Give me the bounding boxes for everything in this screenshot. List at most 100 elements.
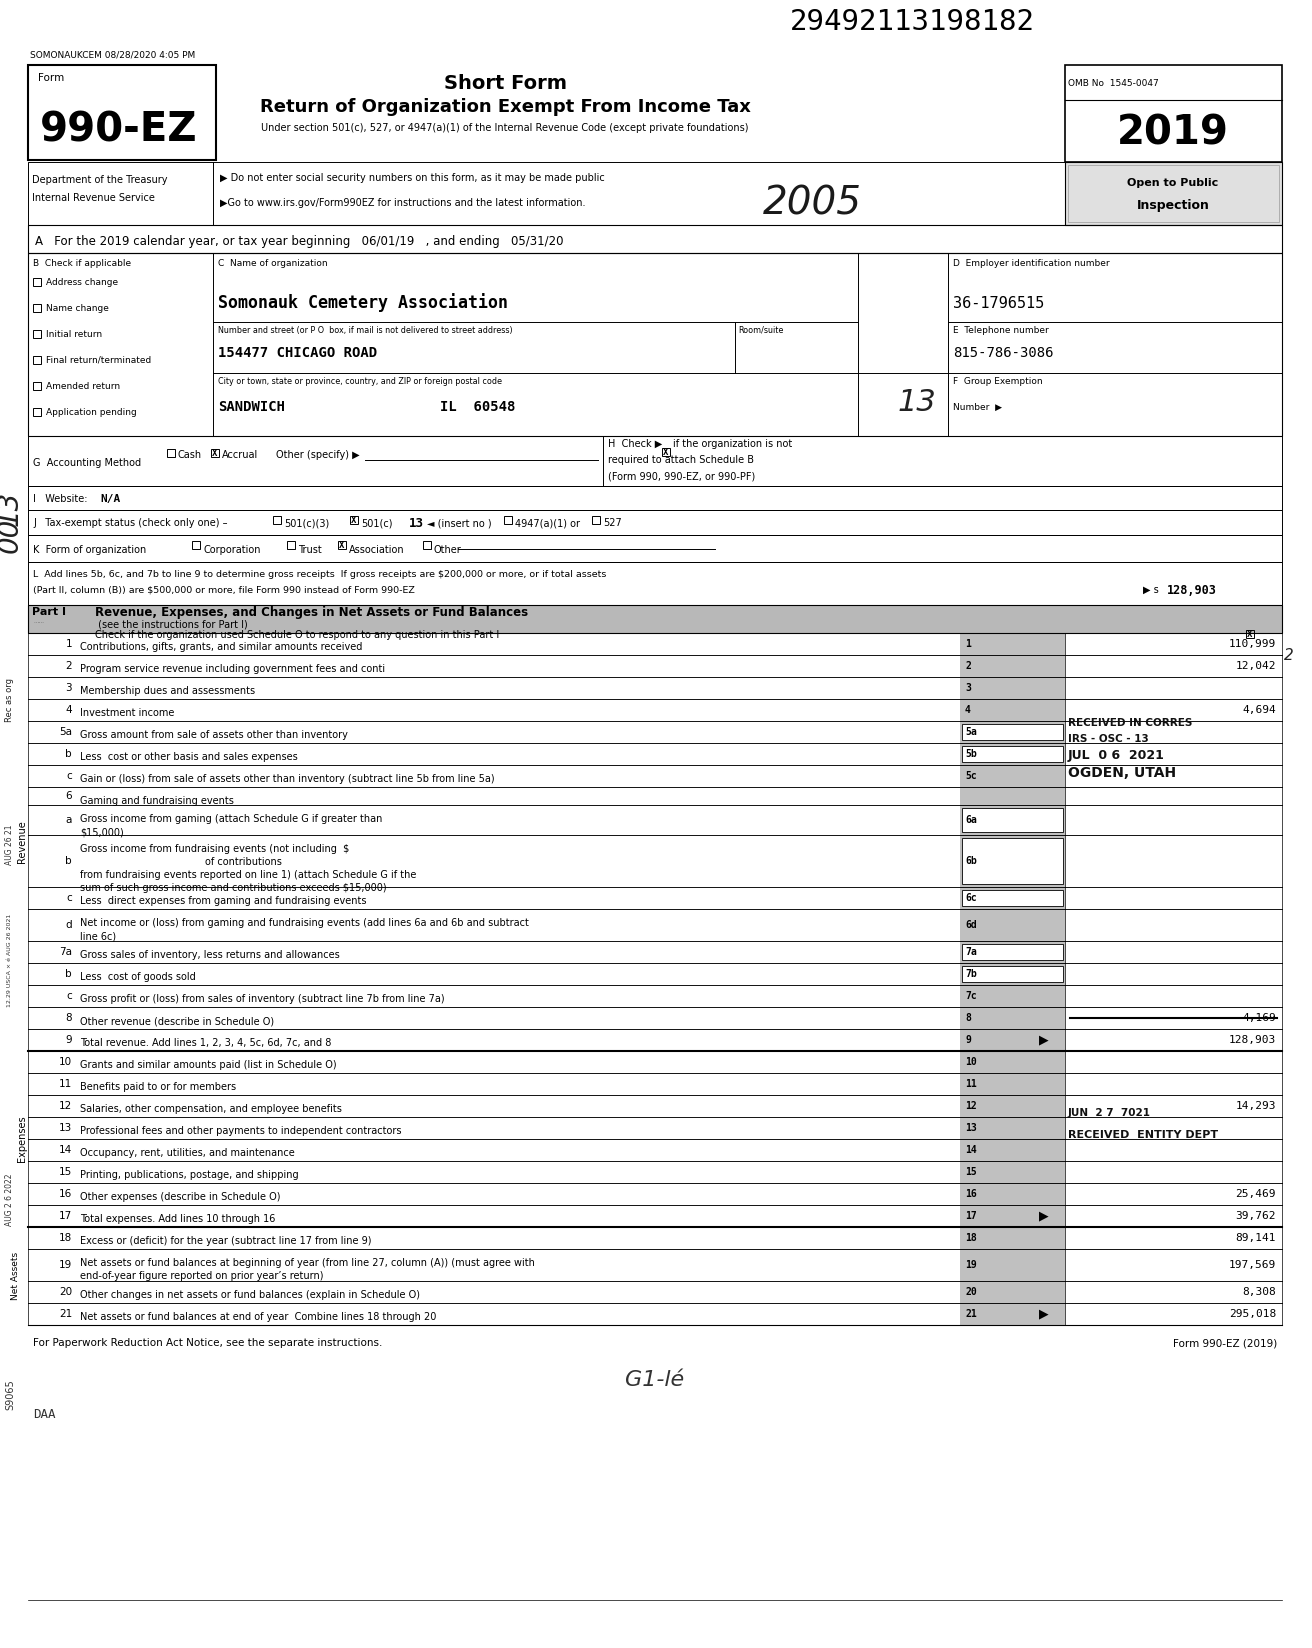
Text: 15: 15 [59,1167,72,1177]
Text: 10: 10 [59,1056,72,1066]
Bar [33,279,41,287]
Bar [962,966,1063,982]
Text: Application pending: Application pending [46,407,136,417]
Text: ▶ s: ▶ s [1143,585,1158,595]
Bar [960,962,1065,986]
Text: 815-786-3086: 815-786-3086 [953,346,1054,359]
Text: 00: 00 [0,517,24,552]
Text: 20: 20 [966,1287,976,1297]
Text: OGDEN, UTAH: OGDEN, UTAH [1068,766,1176,780]
Text: Revenue: Revenue [17,821,28,864]
Text: 2: 2 [66,661,72,671]
Text: Corporation: Corporation [203,545,261,555]
Text: Rec as org: Rec as org [5,677,14,722]
Text: D  Employer identification number: D Employer identification number [953,259,1110,267]
Text: 6d: 6d [966,920,976,929]
Text: Net assets or fund balances at end of year  Combine lines 18 through 20: Net assets or fund balances at end of ye… [80,1312,437,1322]
Text: Contributions, gifts, grants, and similar amounts received: Contributions, gifts, grants, and simila… [80,643,362,653]
Bar [960,804,1065,836]
Bar [28,486,1282,509]
Text: G1-lé: G1-lé [626,1369,685,1389]
Text: IL  60548: IL 60548 [440,400,516,414]
Bar [960,1280,1065,1304]
Text: 9: 9 [966,1035,971,1045]
Text: L  Add lines 5b, 6c, and 7b to line 9 to determine gross receipts  If gross rece: L Add lines 5b, 6c, and 7b to line 9 to … [33,570,606,578]
Text: Amended return: Amended return [46,381,121,391]
Text: of contributions: of contributions [80,857,282,867]
Bar [960,1304,1065,1325]
Text: H  Check ▶: H Check ▶ [607,438,663,448]
Text: 4: 4 [966,705,971,715]
Text: 4: 4 [66,705,72,715]
Text: 21: 21 [966,1309,976,1318]
Text: Program service revenue including government fees and conti: Program service revenue including govern… [80,664,386,674]
Text: 5c: 5c [966,771,976,781]
Text: 7a: 7a [966,948,976,957]
Text: E  Telephone number: E Telephone number [953,326,1048,335]
Text: 2: 2 [966,661,971,671]
Bar [192,541,199,549]
Bar [33,330,41,338]
Bar [33,382,41,391]
Bar [1246,630,1254,638]
Bar [33,409,41,415]
Text: 13: 13 [966,1122,976,1134]
Text: ……: …… [33,618,45,623]
Bar [960,1094,1065,1117]
Text: X: X [352,516,357,524]
Text: Cash: Cash [178,450,202,460]
Text: Investment income: Investment income [80,709,174,719]
Bar [960,654,1065,677]
Bar [962,723,1063,740]
Text: Somonauk Cemetery Association: Somonauk Cemetery Association [218,293,508,313]
Text: 128,903: 128,903 [1166,583,1216,597]
Bar [28,509,1282,536]
Text: 12: 12 [59,1101,72,1111]
Text: 13: 13 [0,491,24,526]
Text: Internal Revenue Service: Internal Revenue Service [31,193,155,203]
Text: (see the instructions for Part I): (see the instructions for Part I) [94,620,248,630]
Text: I   Website:: I Website: [33,494,88,504]
Text: Revenue, Expenses, and Changes in Net Assets or Fund Balances: Revenue, Expenses, and Changes in Net As… [94,605,529,618]
Text: RECEIVED IN CORRES: RECEIVED IN CORRES [1068,719,1193,728]
Bar [28,226,1282,254]
Text: Professional fees and other payments to independent contractors: Professional fees and other payments to … [80,1126,401,1135]
Bar [960,1073,1065,1094]
Text: Expenses: Expenses [17,1116,28,1162]
Text: 21: 21 [59,1309,72,1318]
Bar [28,437,1282,486]
Text: Name change: Name change [46,303,109,313]
Text: Other (specify) ▶: Other (specify) ▶ [276,450,359,460]
Text: Room/suite: Room/suite [737,326,783,335]
Text: c: c [66,771,72,781]
Bar [960,887,1065,910]
Text: C  Name of organization: C Name of organization [218,259,328,267]
Text: 110,999: 110,999 [1229,639,1277,649]
Text: 29492113198182: 29492113198182 [790,8,1035,36]
Text: (Form 990, 990-EZ, or 990-PF): (Form 990, 990-EZ, or 990-PF) [607,471,756,481]
Text: 13: 13 [59,1122,72,1134]
Bar [960,986,1065,1007]
Text: For Paperwork Reduction Act Notice, see the separate instructions.: For Paperwork Reduction Act Notice, see … [33,1338,382,1348]
Text: Less  direct expenses from gaming and fundraising events: Less direct expenses from gaming and fun… [80,897,366,906]
Text: 6a: 6a [966,816,976,826]
Bar [960,677,1065,699]
Text: 7a: 7a [59,948,72,957]
Text: Total expenses. Add lines 10 through 16: Total expenses. Add lines 10 through 16 [80,1215,276,1224]
Text: 2019: 2019 [1117,114,1229,153]
Text: c: c [66,893,72,903]
Bar [211,448,219,456]
Text: 89,141: 89,141 [1236,1233,1277,1243]
Text: Other revenue (describe in Schedule O): Other revenue (describe in Schedule O) [80,1017,274,1027]
Text: 18: 18 [59,1233,72,1243]
Text: 25,469: 25,469 [1236,1188,1277,1200]
Text: 6b: 6b [966,855,976,865]
Text: Grants and similar amounts paid (list in Schedule O): Grants and similar amounts paid (list in… [80,1060,337,1070]
Text: 12.29 USCA × é AUG 26 2021: 12.29 USCA × é AUG 26 2021 [8,913,13,1007]
Text: ▶: ▶ [1039,1210,1050,1223]
Bar [28,536,1282,562]
Text: 7b: 7b [966,969,976,979]
Text: 5a: 5a [59,727,72,737]
Text: AUG 2 6 2022: AUG 2 6 2022 [5,1173,14,1226]
Text: 14: 14 [59,1145,72,1155]
